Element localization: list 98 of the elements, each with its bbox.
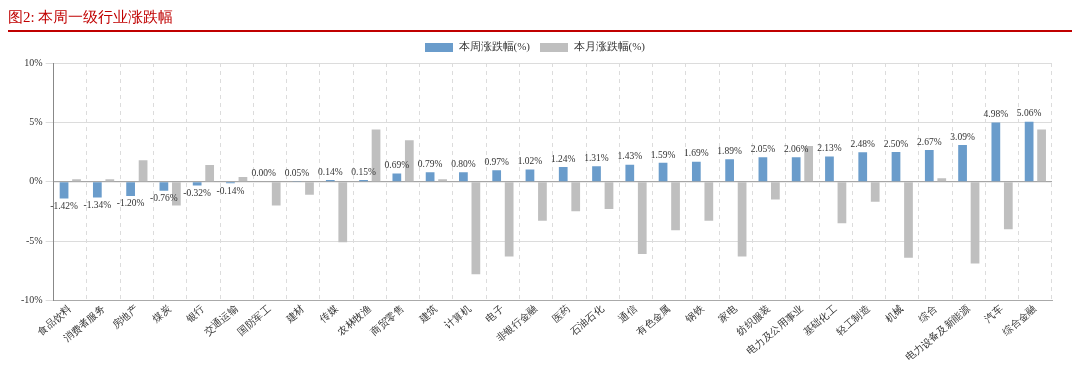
x-tick-label: 传媒 <box>317 303 340 325</box>
bar <box>1037 129 1046 182</box>
x-tick-label: 医药 <box>550 303 573 325</box>
bar <box>904 182 913 258</box>
bar <box>271 182 281 206</box>
bar <box>571 182 581 212</box>
bar <box>126 182 135 196</box>
data-label: 5.06% <box>1016 108 1042 119</box>
data-label: 2.48% <box>850 139 876 150</box>
bar <box>737 182 747 257</box>
data-label: 0.05% <box>284 167 310 178</box>
data-label: 0.69% <box>384 160 410 171</box>
legend-label: 本月涨跌幅(%) <box>573 40 646 54</box>
bar <box>1024 121 1034 182</box>
y-tick-label: -10% <box>20 294 43 306</box>
data-label: -0.76% <box>150 192 178 203</box>
bar <box>471 182 481 275</box>
bar <box>791 157 801 182</box>
bar <box>937 178 947 182</box>
bar <box>837 182 847 224</box>
y-tick-label: -5% <box>25 234 43 246</box>
data-label: 2.67% <box>917 136 942 147</box>
bar <box>592 166 601 182</box>
bar <box>671 182 680 231</box>
data-label: 1.24% <box>550 153 576 164</box>
bar <box>725 159 734 182</box>
chart-title: 图2: 本周一级行业涨跌幅 <box>8 8 1072 32</box>
bar <box>492 170 502 182</box>
bar <box>891 152 901 182</box>
x-tick-label: 综合 <box>916 303 939 325</box>
y-tick-label: 5% <box>29 115 43 127</box>
bar <box>338 182 348 243</box>
x-tick-label: 房地产 <box>109 303 140 331</box>
bar <box>1003 182 1013 230</box>
data-label: 2.13% <box>817 143 842 154</box>
bar <box>637 182 647 255</box>
x-tick-label: 银行 <box>183 303 207 326</box>
data-label: 0.15% <box>351 166 376 177</box>
bar <box>771 182 780 200</box>
x-tick-label: 建筑 <box>416 303 440 326</box>
data-label: 2.06% <box>783 143 809 154</box>
x-tick-label: 电子 <box>483 303 506 325</box>
bar <box>305 182 314 195</box>
bar <box>758 157 768 182</box>
bar <box>159 182 169 191</box>
bar <box>958 145 967 182</box>
data-label: 1.31% <box>584 152 609 163</box>
data-label: 0.00% <box>251 168 277 179</box>
bar <box>658 162 668 182</box>
data-label: 1.43% <box>617 151 643 162</box>
bar <box>924 150 934 182</box>
x-tick-label: 计算机 <box>442 303 473 331</box>
data-label: 0.14% <box>318 166 343 177</box>
data-label: 1.02% <box>517 156 543 167</box>
bar <box>192 182 202 186</box>
bar <box>205 165 215 182</box>
bar <box>138 160 148 182</box>
bar <box>504 182 514 257</box>
legend-label: 本周涨跌幅(%) <box>458 40 531 54</box>
data-label: 2.05% <box>750 144 776 155</box>
x-tick-label: 钢铁 <box>682 303 706 326</box>
x-tick-label: 家电 <box>716 303 739 325</box>
bar <box>59 182 69 199</box>
bar <box>538 182 547 221</box>
x-tick-label: 汽车 <box>982 303 1006 325</box>
bar <box>92 182 102 198</box>
data-label: 0.79% <box>417 159 443 170</box>
y-tick-label: 0% <box>29 175 43 187</box>
data-label: 1.69% <box>684 148 709 159</box>
bar <box>425 172 435 182</box>
data-label: -0.32% <box>183 187 212 198</box>
data-label: 0.80% <box>451 158 476 169</box>
bar <box>604 182 614 209</box>
x-tick-label: 通信 <box>616 303 639 325</box>
data-label: -1.20% <box>116 198 145 209</box>
bar <box>704 182 714 221</box>
y-tick-label: 10% <box>24 56 43 68</box>
bar <box>558 166 568 182</box>
data-label: 0.97% <box>484 156 510 167</box>
data-label: 1.59% <box>650 149 676 160</box>
bar <box>970 182 980 264</box>
x-tick-label: 建材 <box>283 303 307 326</box>
data-label: 4.98% <box>983 109 1009 120</box>
bar <box>825 156 834 182</box>
bar <box>459 172 468 182</box>
data-label: -1.34% <box>83 199 112 210</box>
bar <box>691 161 701 182</box>
bar <box>870 182 880 202</box>
data-label: 1.89% <box>717 146 742 157</box>
data-label: -0.14% <box>216 185 245 196</box>
bar <box>392 173 402 182</box>
x-tick-label: 煤炭 <box>150 303 174 325</box>
x-tick-label: 机械 <box>882 303 906 325</box>
bar <box>991 122 1001 182</box>
bar <box>858 152 868 182</box>
data-label: 2.50% <box>883 138 909 149</box>
data-label: 3.09% <box>950 131 975 142</box>
bar <box>625 164 635 182</box>
